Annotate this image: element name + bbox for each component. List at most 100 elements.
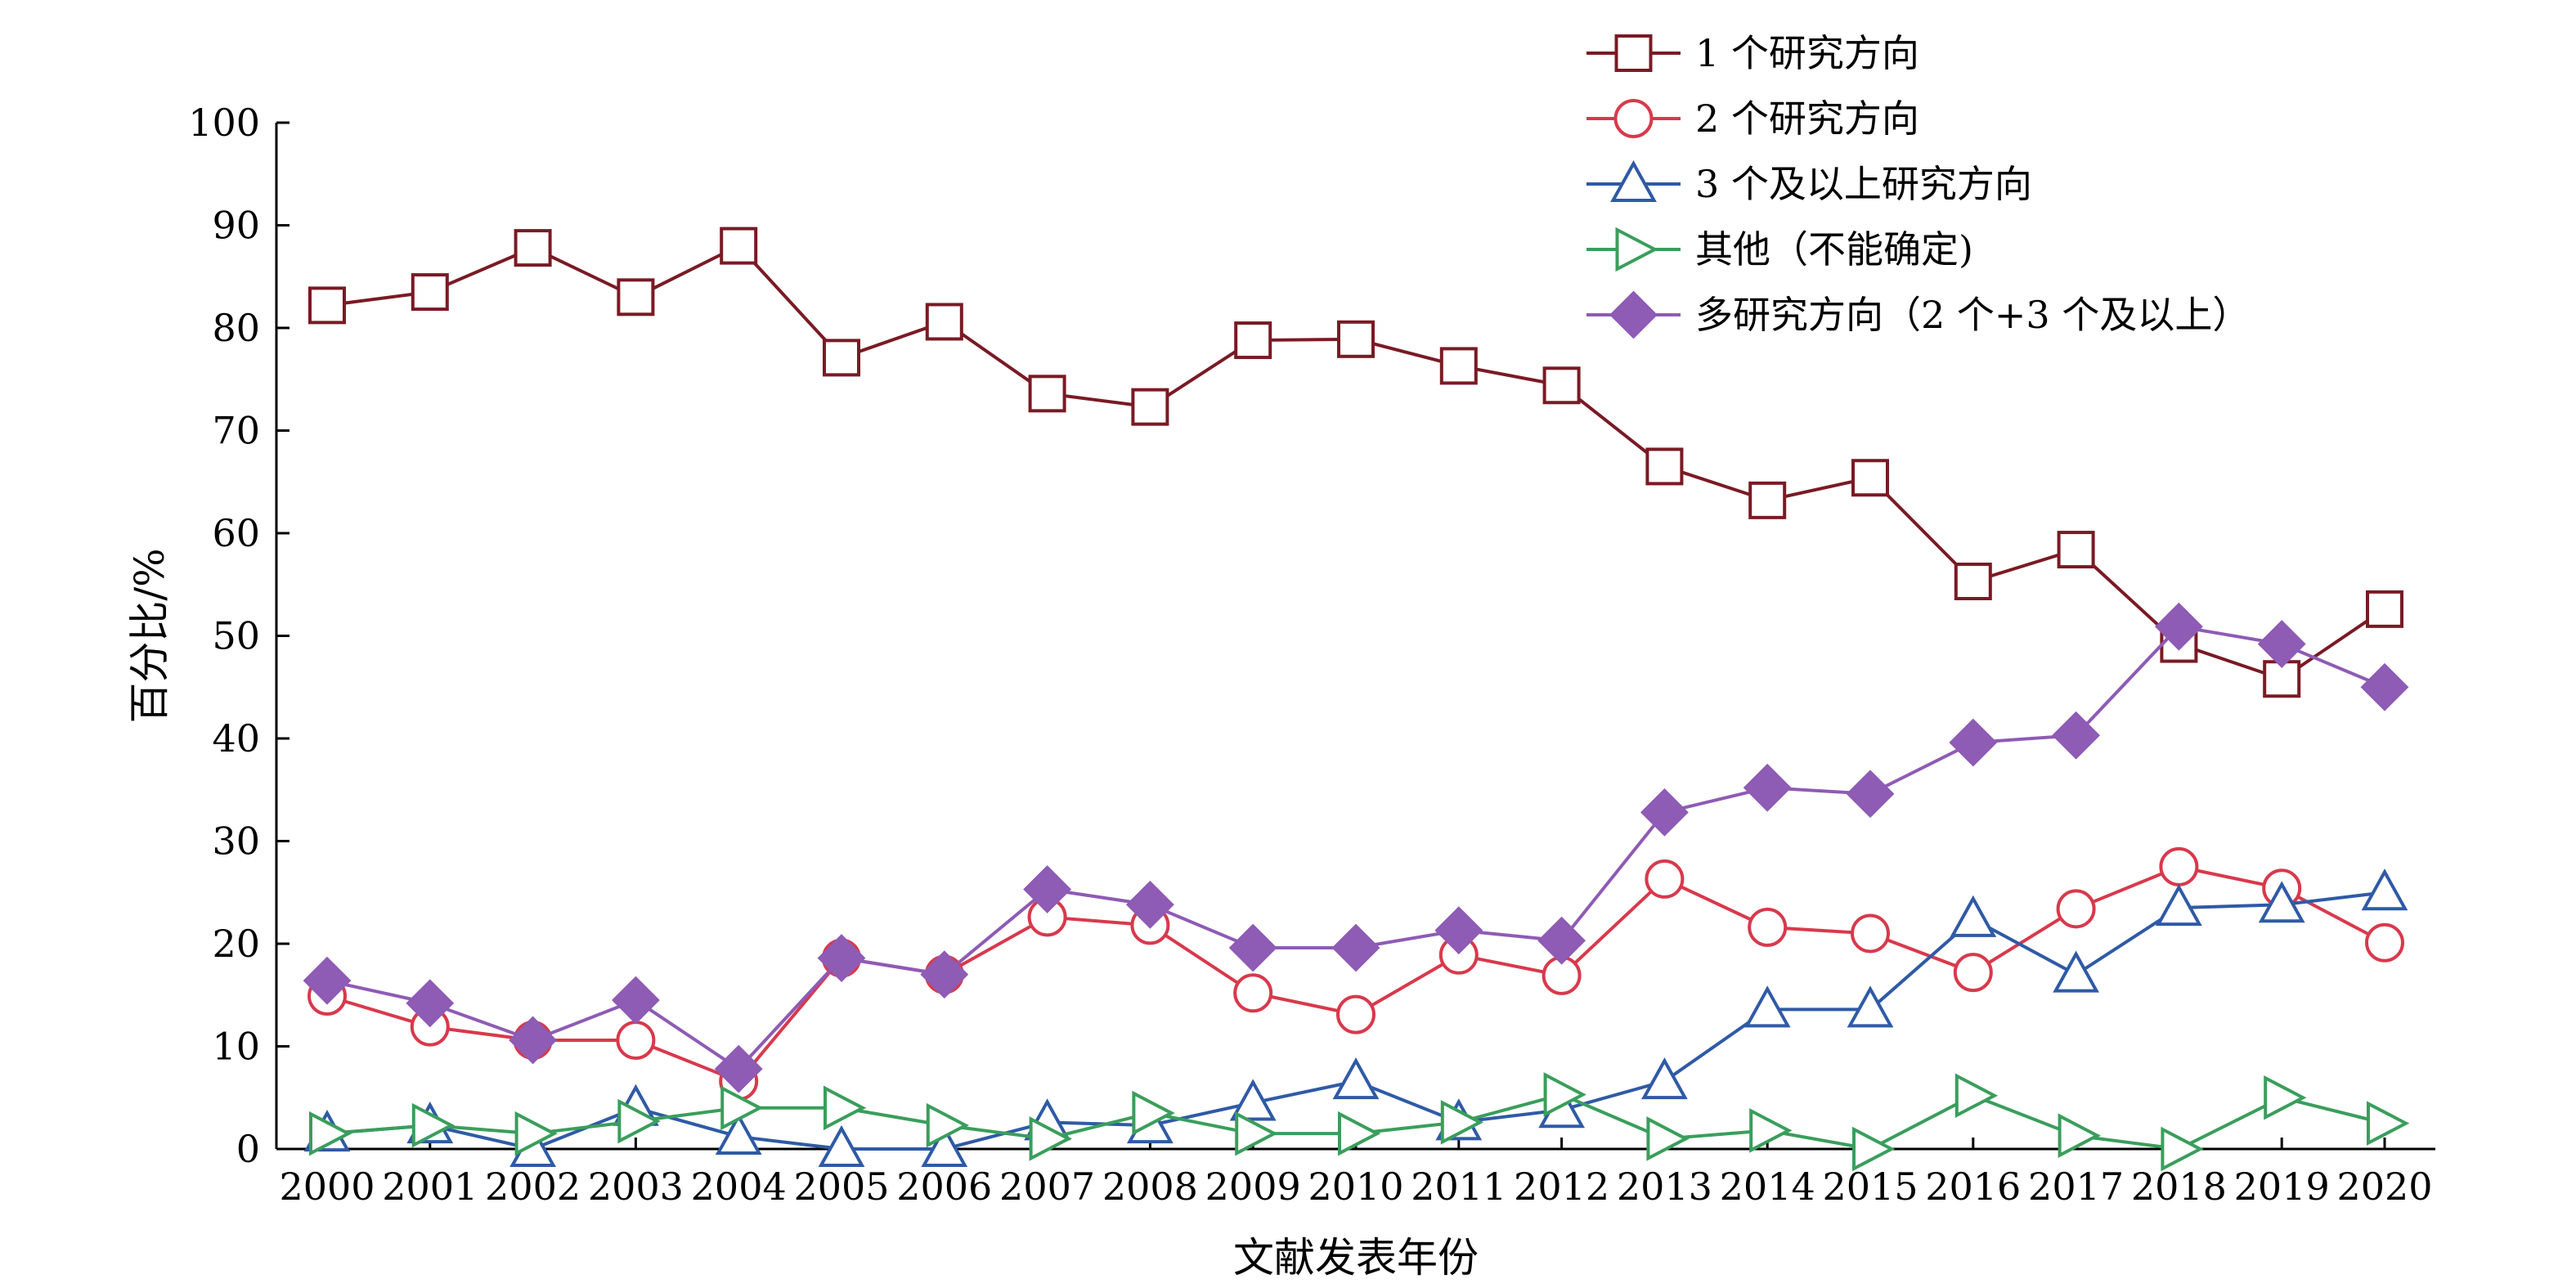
data-point [1336,994,1376,1034]
x-tick-label: 2004 [691,1165,787,1209]
data-point [1744,985,1791,1028]
data-point [2052,711,2101,760]
legend-item: 3 个及以上研究方向 [1586,159,2032,206]
data-point [509,1016,558,1065]
y-tick-label: 90 [212,204,260,248]
data-point [411,273,449,312]
data-point [1332,1057,1380,1100]
data-point [2366,590,2403,628]
data-point [303,956,352,1005]
data-point [1851,459,1889,497]
data-point [1954,562,1992,600]
data-point [1132,1090,1175,1136]
x-tick-label: 2017 [2028,1165,2124,1209]
data-point [308,286,346,325]
y-tick-label: 60 [212,511,260,555]
data-point [2159,846,2199,886]
data-point [514,1111,558,1156]
data-point [514,229,552,267]
data-point [1852,1126,1896,1172]
y-tick-label: 40 [212,716,260,761]
y-tick-label: 20 [212,922,260,966]
data-point [1338,1111,1381,1156]
data-point [1228,923,1277,972]
data-point [1846,770,1895,819]
data-point [2258,881,2305,923]
data-point [1434,906,1483,955]
legend-marker [1615,227,1658,272]
y-axis-title: 百分比/% [126,548,173,723]
y-tick-label: 100 [188,101,260,145]
legend-marker [1614,34,1653,72]
y-tick-label: 0 [236,1127,260,1171]
x-tick-label: 2001 [382,1165,478,1209]
data-point [817,934,866,982]
y-axis-ticks: 0 10 20 30 40 50 60 70 80 90 100 [188,101,289,1171]
data-point [1748,481,1787,519]
data-point [921,1124,968,1167]
data-point [1125,880,1174,929]
x-tick-label: 2008 [1102,1165,1198,1209]
data-point [406,979,455,1028]
data-point [720,227,758,265]
x-tick-label: 2014 [1720,1165,1815,1209]
x-axis-ticks: 2000 2001 2002 2003 2004 2005 2006 2007 2008 2009… [279,1138,2433,1209]
data-point [1439,347,1478,385]
x-tick-label: 2010 [1308,1165,1403,1209]
legend-item: 2 个研究方向 [1586,96,1919,141]
data-point [1748,907,1788,947]
data-point [1235,1111,1278,1156]
data-point [1337,320,1375,358]
data-point [1131,388,1169,426]
data-point [2058,1113,2101,1158]
data-point [926,1102,970,1148]
data-point [2264,1075,2307,1120]
data-point [617,1098,661,1144]
data-point [2367,1101,2410,1146]
data-point [1440,1100,1484,1145]
data-point [1645,447,1684,486]
data-point [1953,953,1993,993]
data-point [1543,1072,1586,1117]
data-point [2154,602,2203,651]
data-point [1233,973,1273,1013]
data-point [824,1085,867,1131]
legend-label: 多研究方向（2 个+3 个及以上） [1695,293,2250,337]
data-point [1537,916,1586,965]
data-point [2057,531,2095,569]
x-tick-label: 2015 [1822,1165,1918,1209]
data-point [823,339,860,377]
x-tick-label: 2016 [1925,1165,2021,1209]
data-point [309,1111,352,1156]
legend-marker [1609,290,1658,339]
data-point [1029,1116,1072,1161]
data-point [714,1044,763,1093]
data-point [1847,985,1894,1028]
data-point [720,1085,764,1131]
series-4 [309,1072,2410,1172]
data-point [611,976,660,1025]
x-tick-label: 2002 [485,1165,581,1209]
data-point [1954,1073,1999,1119]
data-point [1331,923,1380,972]
x-axis-title: 文献发表年份 [1233,1234,1479,1281]
x-tick-label: 2000 [279,1165,375,1209]
y-tick-label: 50 [212,614,260,658]
data-point [1229,1079,1277,1121]
data-point [818,1124,865,1167]
data-point [1646,1116,1690,1161]
data-point [1950,895,1997,937]
data-point [2056,889,2096,929]
data-point [1023,865,1072,913]
legend-marker [1613,99,1654,138]
x-tick-label: 2005 [793,1165,889,1209]
data-point [1640,788,1689,837]
series-layer [303,227,2410,1172]
data-point [1028,375,1066,413]
data-point [2161,1126,2204,1172]
data-point [2257,620,2306,668]
legend-item: 1 个研究方向 [1586,31,1919,75]
data-point [1949,718,1998,767]
y-tick-label: 80 [212,306,260,350]
